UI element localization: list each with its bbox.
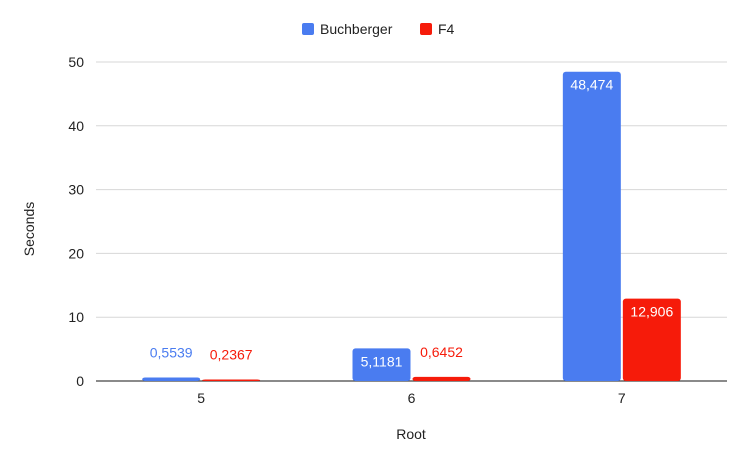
data-label-f4-5: 0,2367 <box>210 346 253 362</box>
x-tick-label: 5 <box>197 390 205 406</box>
legend-label-buchberger: Buchberger <box>320 21 393 37</box>
bar-f4-6 <box>412 376 471 381</box>
legend: Buchberger F4 <box>302 21 455 37</box>
x-axis-title: Root <box>396 426 426 442</box>
x-tick-label: 6 <box>408 390 416 406</box>
y-tick-label: 0 <box>76 373 84 389</box>
data-label-f4-6: 0,6452 <box>420 344 463 360</box>
axes: 0 10 20 30 40 50 5 6 7 <box>68 54 626 406</box>
grid-lines <box>96 61 727 382</box>
bar-buchberger-5 <box>142 377 201 381</box>
legend-swatch-f4 <box>420 23 432 35</box>
data-label-buchberger-6: 5,1181 <box>361 353 403 369</box>
y-tick-label: 20 <box>68 245 84 261</box>
bars <box>142 71 681 382</box>
legend-swatch-buchberger <box>302 23 314 35</box>
y-tick-label: 30 <box>68 182 84 198</box>
y-tick-label: 40 <box>68 118 84 134</box>
data-label-f4-7: 12,906 <box>630 304 673 320</box>
y-axis-title: Seconds <box>21 202 37 256</box>
bar-buchberger-7 <box>562 71 621 382</box>
data-labels: 0,5539 0,2367 5,1181 0,6452 48,474 12,906 <box>150 77 674 370</box>
legend-label-f4: F4 <box>438 21 455 37</box>
bar-f4-5 <box>202 379 261 381</box>
data-label-buchberger-5: 0,5539 <box>150 344 193 360</box>
data-label-buchberger-7: 48,474 <box>570 77 613 93</box>
y-tick-label: 10 <box>68 309 84 325</box>
y-tick-label: 50 <box>68 54 84 70</box>
bar-buchberger-6 <box>352 348 411 381</box>
x-tick-label: 7 <box>618 390 626 406</box>
bar-f4-7 <box>622 298 681 381</box>
